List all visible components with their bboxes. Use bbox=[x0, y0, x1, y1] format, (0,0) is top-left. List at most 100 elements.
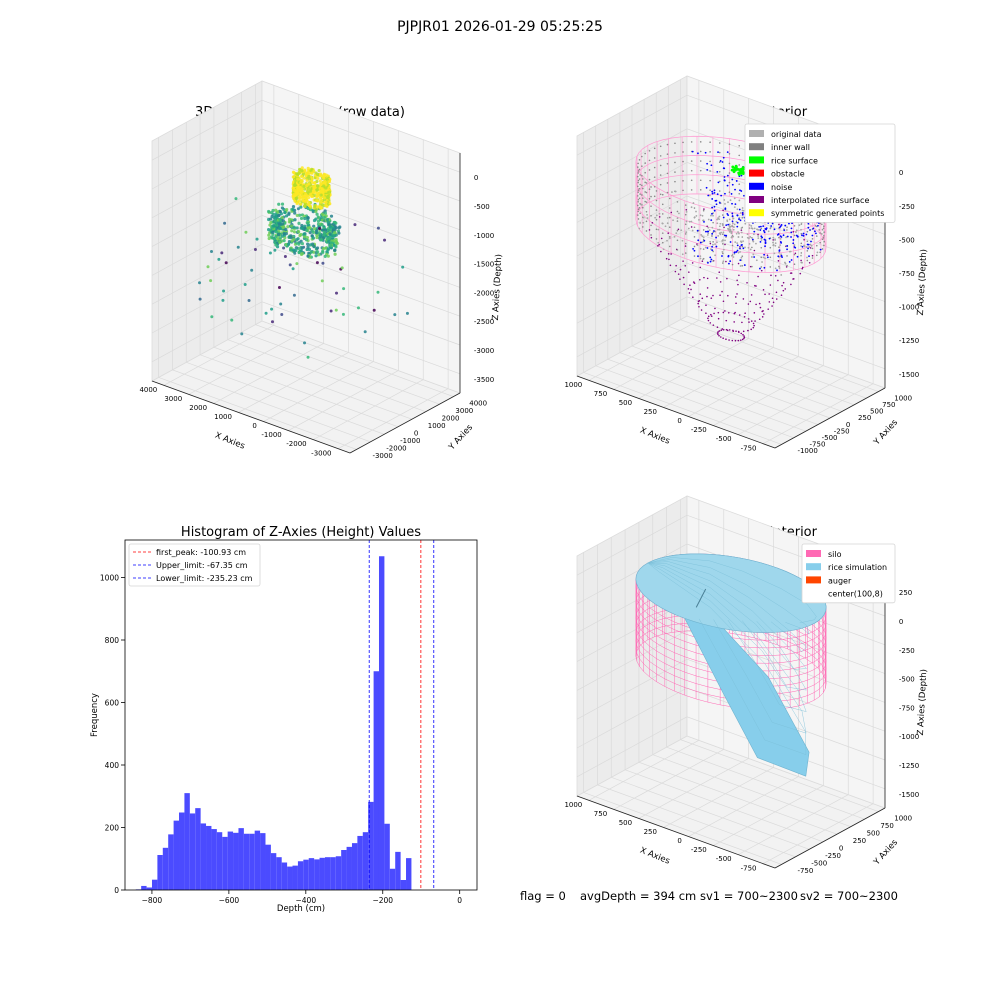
scatter-point bbox=[278, 236, 282, 240]
interpolated-point bbox=[803, 238, 805, 241]
y-tick-label: -250 bbox=[834, 427, 850, 435]
original-point bbox=[716, 218, 719, 221]
noise-point bbox=[711, 198, 714, 200]
inner-wall-point bbox=[666, 182, 669, 184]
scatter-point bbox=[293, 211, 297, 215]
scatter-point bbox=[220, 251, 224, 255]
interpolated-point bbox=[679, 278, 681, 280]
inner-wall-point bbox=[650, 195, 652, 198]
original-point bbox=[729, 199, 732, 202]
noise-point bbox=[706, 247, 709, 249]
noise-point bbox=[726, 151, 729, 154]
original-point bbox=[739, 251, 742, 253]
original-point bbox=[730, 230, 733, 233]
z-gridline bbox=[151, 301, 461, 375]
interpolated-point bbox=[660, 237, 663, 240]
scatter-point bbox=[295, 262, 299, 266]
original-point bbox=[767, 230, 770, 233]
scatter-point bbox=[318, 234, 322, 238]
noise-point bbox=[723, 179, 726, 182]
interpolated-point bbox=[767, 308, 770, 310]
inner-wall-point bbox=[823, 225, 825, 228]
noise-point bbox=[807, 243, 810, 246]
y-tick-label: 4000 bbox=[469, 399, 487, 407]
original-point bbox=[699, 257, 702, 260]
inner-wall-point bbox=[644, 181, 647, 184]
original-point bbox=[716, 222, 719, 225]
noise-point bbox=[721, 255, 723, 257]
z-tick-label: -750 bbox=[899, 704, 915, 712]
inner-wall-point bbox=[793, 225, 796, 227]
noise-point bbox=[773, 228, 776, 231]
scatter-point bbox=[299, 216, 304, 221]
original-point bbox=[681, 239, 684, 242]
inner-wall-point bbox=[821, 228, 824, 231]
noise-point bbox=[724, 192, 726, 195]
original-point bbox=[688, 220, 691, 223]
y-tick-label: -750 bbox=[797, 867, 813, 875]
original-point bbox=[701, 241, 704, 244]
scatter-point bbox=[383, 238, 387, 242]
scatter-point bbox=[283, 255, 287, 259]
z-tick-label: -250 bbox=[899, 647, 915, 655]
noise-point bbox=[810, 240, 812, 243]
original-point bbox=[789, 250, 792, 253]
x-tick-label: −400 bbox=[296, 896, 317, 905]
inner-wall-point bbox=[806, 240, 809, 243]
x-axis-line bbox=[576, 795, 776, 869]
interpolated-point bbox=[718, 271, 721, 273]
scatter-point bbox=[306, 187, 310, 191]
y-gridline bbox=[607, 119, 806, 432]
inner-wall-point bbox=[822, 227, 825, 230]
inner-wall-point bbox=[636, 175, 639, 178]
interpolated-point bbox=[677, 273, 680, 275]
noise-point bbox=[751, 238, 754, 241]
original-point bbox=[806, 256, 808, 259]
y-tick-label: 3000 bbox=[455, 407, 473, 415]
scatter-point bbox=[300, 252, 304, 256]
scatter-point bbox=[230, 318, 234, 322]
inner-wall-point bbox=[823, 231, 826, 233]
histogram-bar bbox=[314, 859, 320, 890]
original-point bbox=[702, 219, 704, 222]
original-point bbox=[718, 228, 721, 231]
original-point bbox=[733, 226, 735, 228]
inner-wall-point bbox=[769, 266, 772, 268]
inner-wall-point bbox=[666, 191, 669, 194]
rice-surface-point bbox=[735, 165, 738, 169]
interpolated-point bbox=[760, 269, 763, 272]
original-point bbox=[744, 246, 746, 249]
inner-wall-point bbox=[699, 169, 702, 172]
noise-point bbox=[739, 189, 741, 192]
scatter-point bbox=[270, 307, 274, 311]
scatter-point bbox=[308, 189, 313, 194]
inner-wall-point bbox=[650, 224, 652, 227]
scatter-point bbox=[319, 205, 323, 210]
z-tick-label: -1000 bbox=[899, 304, 919, 312]
histogram-bar bbox=[211, 829, 217, 890]
y-tick-label: 1000 bbox=[894, 394, 912, 402]
scatter-point bbox=[331, 228, 335, 232]
noise-point bbox=[707, 194, 710, 197]
inner-wall-point bbox=[819, 232, 821, 234]
rice-simulation-top bbox=[635, 553, 827, 633]
noise-point bbox=[697, 239, 700, 242]
original-point bbox=[709, 240, 712, 243]
interpolated-point bbox=[719, 281, 722, 283]
x-tick-label: -1000 bbox=[261, 431, 281, 439]
interpolated-point bbox=[722, 209, 724, 212]
scatter-point bbox=[313, 205, 317, 209]
noise-point bbox=[796, 235, 799, 238]
original-point bbox=[732, 217, 735, 220]
inner-wall-point bbox=[693, 207, 696, 209]
inner-wall-point bbox=[793, 234, 796, 237]
noise-point bbox=[709, 260, 712, 263]
original-point bbox=[702, 236, 705, 239]
scatter-point bbox=[303, 341, 307, 345]
original-point bbox=[729, 225, 732, 228]
scatter-point bbox=[284, 227, 288, 232]
histogram-bar bbox=[330, 857, 336, 890]
inner-wall-point bbox=[721, 252, 724, 255]
noise-point bbox=[792, 242, 795, 245]
scatter-point bbox=[340, 266, 344, 270]
